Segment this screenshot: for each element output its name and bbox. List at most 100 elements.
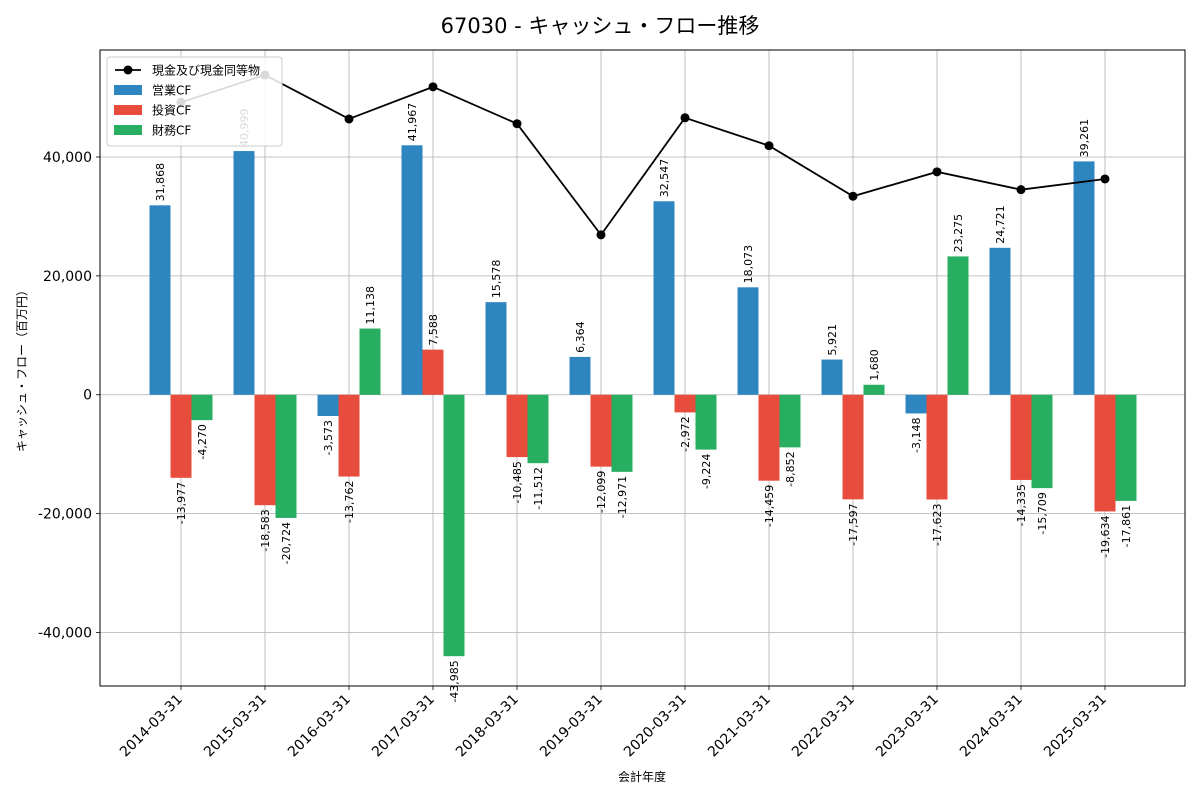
cash-line-point — [428, 82, 438, 92]
bar-value-label: -8,852 — [784, 451, 797, 486]
legend-box — [106, 56, 283, 147]
bar-value-label: -2,972 — [679, 416, 692, 451]
cash-line-point — [848, 191, 858, 201]
bar-financing — [779, 394, 801, 448]
bar-value-label: 41,967 — [406, 103, 419, 142]
bar-financing — [695, 394, 717, 450]
bar-value-label: 5,921 — [826, 324, 839, 356]
cash-line-point — [344, 114, 354, 124]
plot-frame — [99, 49, 1186, 687]
y-axis-ticks: -40,000 -20,000 0 20,000 40,000 — [38, 150, 100, 642]
y-axis-label: キャッシュ・フロー（百万円） — [15, 284, 29, 452]
bar-investing — [1010, 394, 1032, 480]
bar-value-label: -43,985 — [448, 660, 461, 702]
y-tick-label: -20,000 — [38, 507, 92, 523]
bar-operating — [149, 205, 171, 395]
bar-value-label: 7,588 — [427, 314, 440, 346]
x-tick-label: 2016-03-31 — [285, 692, 354, 761]
bar-labels: 31,86840,999-3,57341,96715,5786,36432,54… — [154, 103, 1133, 703]
bar-operating — [317, 394, 339, 416]
x-axis-label: 会計年度 — [618, 769, 666, 784]
bar-value-label: -4,270 — [196, 424, 209, 459]
bar-investing — [842, 394, 864, 500]
legend-swatch — [114, 125, 142, 135]
bar-financing — [863, 384, 885, 395]
cash-line-point — [680, 113, 690, 123]
cash-line-point — [596, 230, 606, 240]
legend-label: 営業CF — [152, 84, 191, 98]
x-tick-label: 2017-03-31 — [369, 692, 438, 761]
bar-value-label: -10,485 — [511, 461, 524, 503]
bar-value-label: 1,680 — [868, 349, 881, 381]
bar-value-label: -13,977 — [175, 482, 188, 524]
bar-operating — [737, 287, 759, 395]
cash-line-point — [932, 167, 942, 177]
legend-label: 投資CF — [152, 103, 191, 118]
cash-line-point — [1100, 174, 1110, 184]
bar-value-label: 15,578 — [490, 260, 503, 299]
x-tick-label: 2018-03-31 — [453, 692, 522, 761]
x-tick-label: 2019-03-31 — [537, 692, 606, 761]
bar-operating — [569, 356, 591, 395]
bar-financing — [275, 394, 297, 518]
bar-value-label: -9,224 — [700, 454, 713, 489]
bar-financing — [359, 328, 381, 395]
bar-value-label: -18,583 — [259, 509, 272, 551]
bar-value-label: -13,762 — [343, 481, 356, 523]
bar-investing — [758, 394, 780, 481]
x-tick-label: 2020-03-31 — [621, 692, 690, 761]
bar-value-label: 11,138 — [364, 286, 377, 325]
bar-value-label: -3,148 — [910, 417, 923, 452]
legend-label: 財務CF — [152, 123, 191, 138]
x-tick-label: 2025-03-31 — [1041, 692, 1110, 761]
cash-line-series — [176, 70, 1110, 240]
bar-investing — [590, 394, 612, 467]
x-tick-label: 2021-03-31 — [705, 692, 774, 761]
bar-value-label: -3,573 — [322, 420, 335, 455]
bar-investing — [506, 394, 528, 458]
bar-financing — [527, 394, 549, 464]
bar-financing — [611, 394, 633, 472]
bar-operating — [989, 247, 1011, 395]
bar-value-label: 23,275 — [952, 214, 965, 253]
legend-swatch — [114, 85, 142, 95]
bar-value-label: -11,512 — [532, 467, 545, 509]
bar-investing — [1094, 394, 1116, 512]
bar-value-label: 39,261 — [1078, 119, 1091, 158]
bar-investing — [422, 349, 444, 395]
legend-marker-swatch — [123, 65, 133, 75]
bar-financing — [1115, 394, 1137, 501]
bar-operating — [401, 145, 423, 395]
y-tick-label: 40,000 — [43, 150, 92, 166]
chart-title: 67030 - キャッシュ・フロー推移 — [441, 14, 760, 38]
y-tick-label: 0 — [83, 388, 92, 404]
bar-value-label: -20,724 — [280, 522, 293, 564]
bar-operating — [233, 151, 255, 395]
bar-value-label: -19,634 — [1099, 515, 1112, 557]
bar-value-label: -15,709 — [1036, 492, 1049, 534]
bar-value-label: 24,721 — [994, 205, 1007, 244]
x-tick-label: 2023-03-31 — [873, 692, 942, 761]
cash-line — [180, 73, 1106, 237]
cash-line-point — [512, 119, 522, 129]
bar-value-label: -17,861 — [1120, 505, 1133, 547]
bar-value-label: 31,868 — [154, 163, 167, 202]
bar-operating — [1073, 161, 1095, 395]
bar-value-label: 6,364 — [574, 321, 587, 353]
bar-investing — [254, 394, 276, 506]
x-tick-label: 2022-03-31 — [789, 692, 858, 761]
bar-investing — [674, 394, 696, 413]
bar-operating — [905, 394, 927, 414]
bar-financing — [191, 394, 213, 421]
bar-value-label: -17,597 — [847, 503, 860, 545]
x-tick-label: 2024-03-31 — [957, 692, 1026, 761]
bar-value-label: -14,459 — [763, 485, 776, 527]
bar-value-label: -12,099 — [595, 471, 608, 513]
x-tick-label: 2015-03-31 — [201, 692, 270, 761]
bar-operating — [485, 302, 507, 395]
cash-line-point — [1016, 185, 1026, 195]
bars — [149, 145, 1137, 657]
bar-financing — [947, 256, 969, 395]
